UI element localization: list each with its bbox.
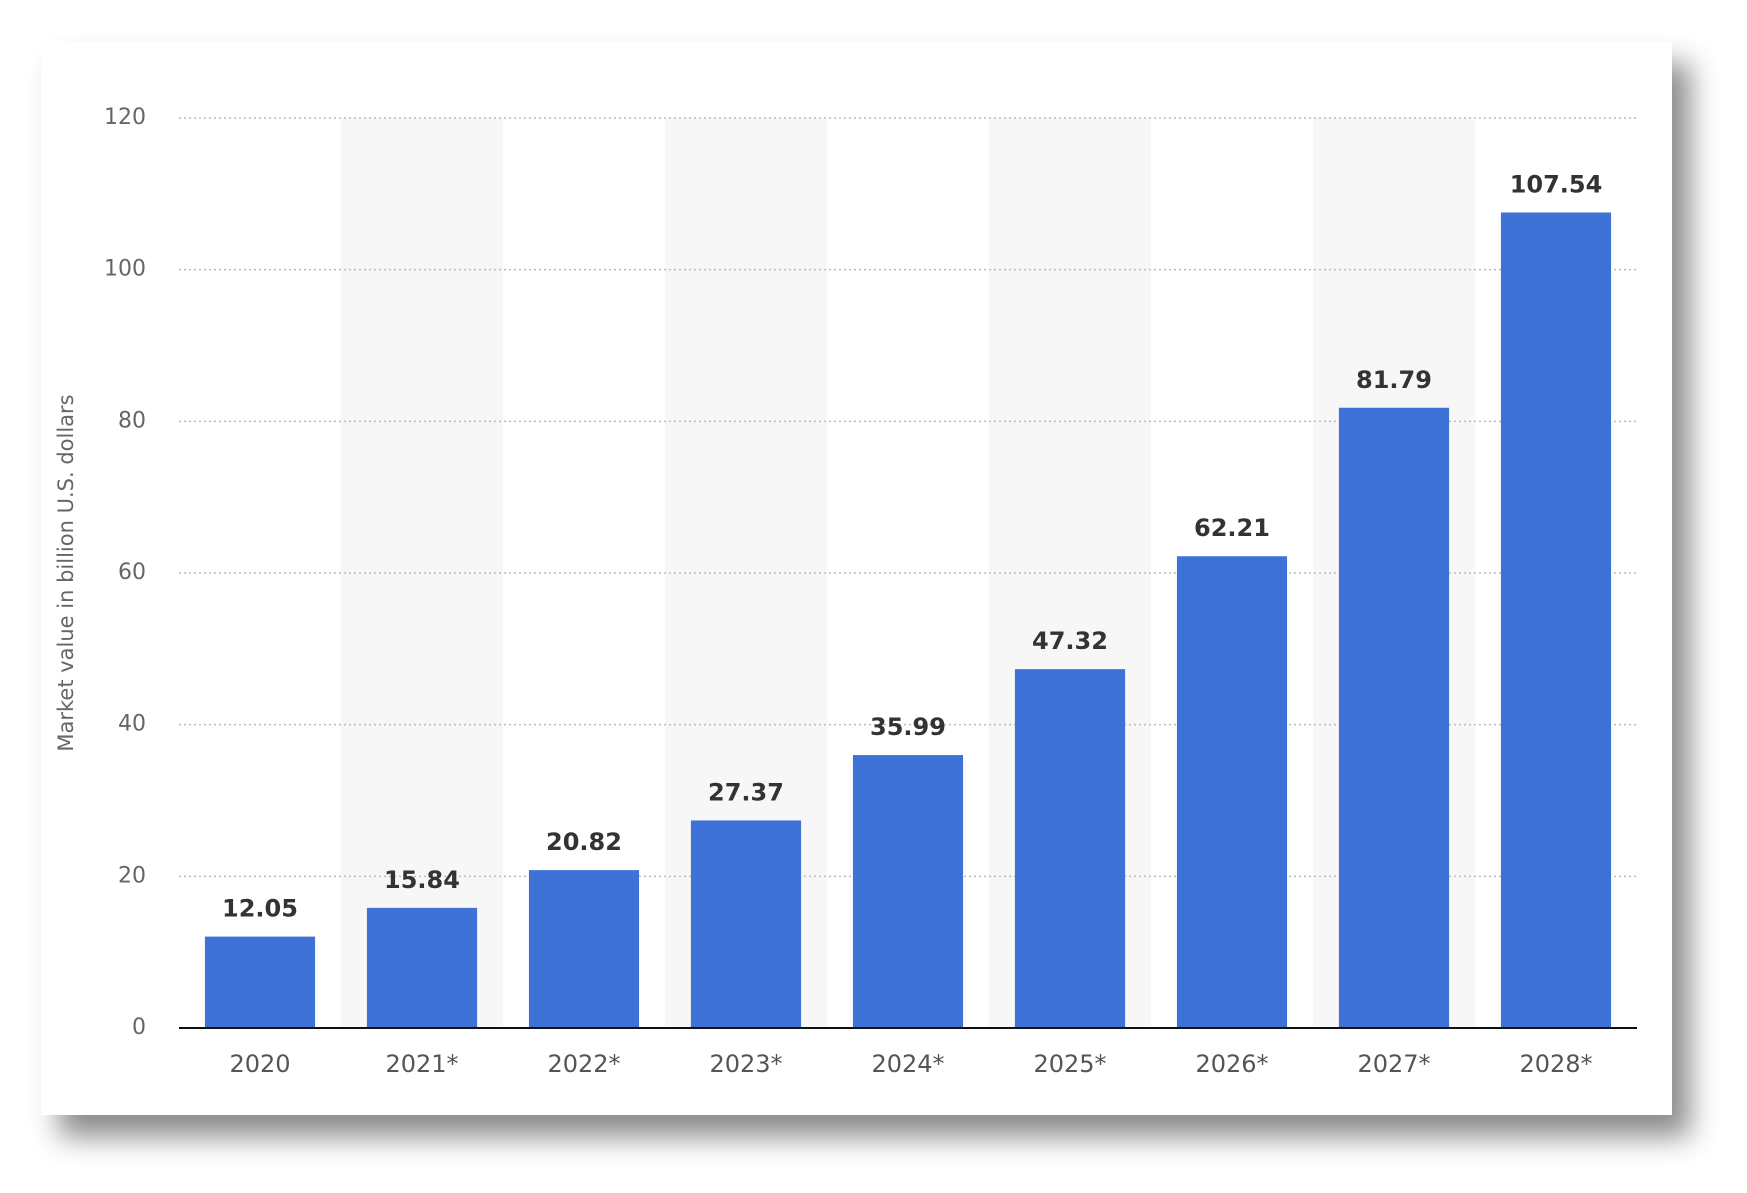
value-label: 35.99 — [870, 713, 946, 741]
bar — [366, 907, 478, 1028]
value-label: 62.21 — [1194, 514, 1270, 542]
bar — [1338, 407, 1450, 1028]
y-tick-label: 40 — [118, 712, 146, 737]
x-tick-label: 2028* — [1519, 1050, 1592, 1078]
bar — [528, 870, 640, 1028]
value-label: 20.82 — [546, 828, 622, 856]
bar — [1014, 669, 1126, 1028]
x-tick-label: 2027* — [1357, 1050, 1430, 1078]
bar — [690, 820, 802, 1028]
bar — [1500, 212, 1612, 1028]
bar — [204, 936, 316, 1028]
y-tick-label: 100 — [104, 257, 146, 282]
y-tick-label: 20 — [118, 863, 146, 888]
y-axis-label: Market value in billion U.S. dollars — [54, 394, 78, 751]
bar — [852, 755, 964, 1028]
value-label: 81.79 — [1356, 366, 1432, 394]
value-label: 15.84 — [384, 866, 460, 894]
value-label: 12.05 — [222, 895, 298, 923]
x-tick-label: 2020 — [229, 1050, 290, 1078]
value-label: 107.54 — [1510, 170, 1603, 198]
x-tick-label: 2021* — [385, 1050, 458, 1078]
x-tick-label: 2026* — [1195, 1050, 1268, 1078]
x-tick-label: 2023* — [709, 1050, 782, 1078]
y-tick-label: 80 — [118, 408, 146, 433]
x-tick-label: 2024* — [871, 1050, 944, 1078]
value-label: 27.37 — [708, 778, 784, 806]
y-tick-label: 0 — [132, 1015, 146, 1040]
bar — [1176, 556, 1288, 1028]
x-tick-label: 2022* — [547, 1050, 620, 1078]
y-tick-label: 60 — [118, 560, 146, 585]
y-tick-label: 120 — [104, 105, 146, 130]
x-tick-label: 2025* — [1033, 1050, 1106, 1078]
value-label: 47.32 — [1032, 627, 1108, 655]
